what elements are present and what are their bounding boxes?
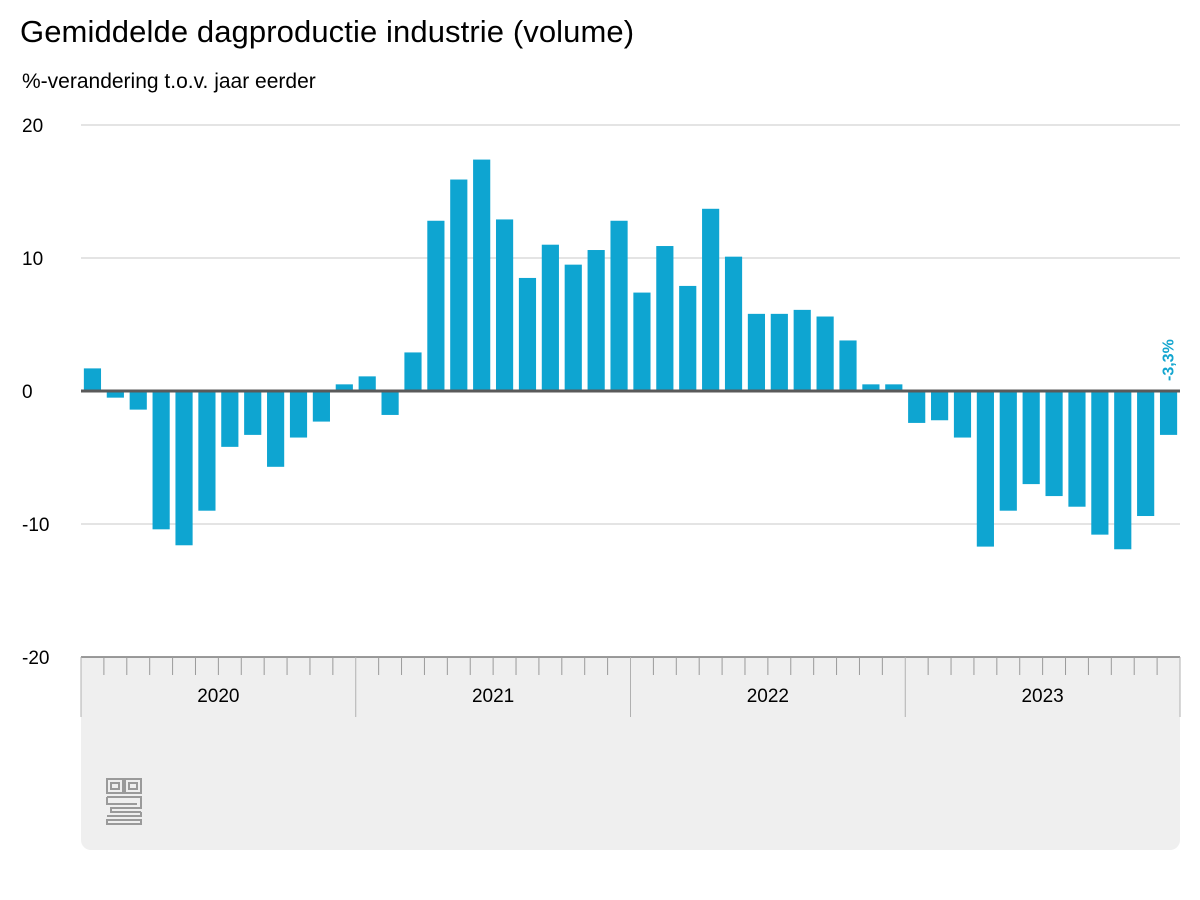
bar [724, 256, 743, 391]
bar [450, 179, 468, 391]
y-tick-label: -20 [22, 648, 49, 669]
bar [221, 391, 239, 447]
bar [1159, 391, 1178, 435]
bar [702, 208, 720, 391]
bar [495, 219, 514, 391]
bars [83, 159, 1178, 550]
bar [976, 391, 994, 547]
bar [1068, 391, 1086, 507]
bar [816, 316, 834, 391]
bar [679, 285, 697, 391]
bar [1137, 391, 1155, 517]
y-tick-label: -10 [22, 515, 49, 536]
bar [518, 277, 537, 391]
bar [83, 368, 102, 391]
bar [1091, 391, 1109, 535]
gridlines [81, 124, 1180, 525]
bar [198, 391, 216, 511]
bar [564, 264, 582, 391]
y-tick-label: 0 [22, 382, 33, 403]
bar [541, 244, 559, 391]
bar [358, 376, 376, 391]
bar [656, 246, 674, 391]
bar [747, 313, 766, 391]
bar [473, 159, 491, 391]
bar [610, 220, 628, 391]
bar [953, 391, 972, 438]
bar [908, 391, 926, 423]
bar [885, 384, 903, 391]
bar [427, 220, 445, 391]
bar [839, 340, 857, 391]
bar [633, 292, 651, 391]
bar [404, 352, 422, 391]
year-label: 2020 [197, 686, 239, 707]
bar [1045, 391, 1063, 497]
bar [931, 391, 949, 421]
bar [1022, 391, 1040, 485]
bar [793, 309, 811, 391]
bar [289, 391, 308, 438]
bar [175, 391, 193, 546]
y-tick-label: 10 [22, 249, 43, 270]
year-label: 2021 [472, 686, 514, 707]
bar [335, 384, 353, 391]
bar [106, 391, 124, 398]
bar [587, 250, 605, 391]
year-label: 2023 [1021, 686, 1063, 707]
year-label: 2022 [747, 686, 789, 707]
bar [1114, 391, 1132, 550]
bar [129, 391, 147, 410]
bar [267, 391, 285, 467]
bar [862, 384, 880, 391]
bar [381, 391, 399, 415]
bar [152, 391, 170, 530]
bar [999, 391, 1017, 511]
chart-subtitle: %-verandering t.o.v. jaar eerder [22, 70, 316, 93]
y-axis: 20 10 0 -10 -20 [22, 116, 49, 669]
last-value-label: -3,3% [1161, 339, 1178, 381]
y-tick-label: 20 [22, 116, 43, 137]
cbs-logo-icon [106, 778, 142, 825]
bar [312, 391, 330, 422]
chart-title: Gemiddelde dagproductie industrie (volum… [20, 14, 635, 49]
x-axis: 2020 2021 2022 2023 [80, 656, 1181, 717]
bar [770, 313, 788, 391]
bar [244, 391, 262, 435]
annotations: -3,3% [1161, 339, 1178, 381]
